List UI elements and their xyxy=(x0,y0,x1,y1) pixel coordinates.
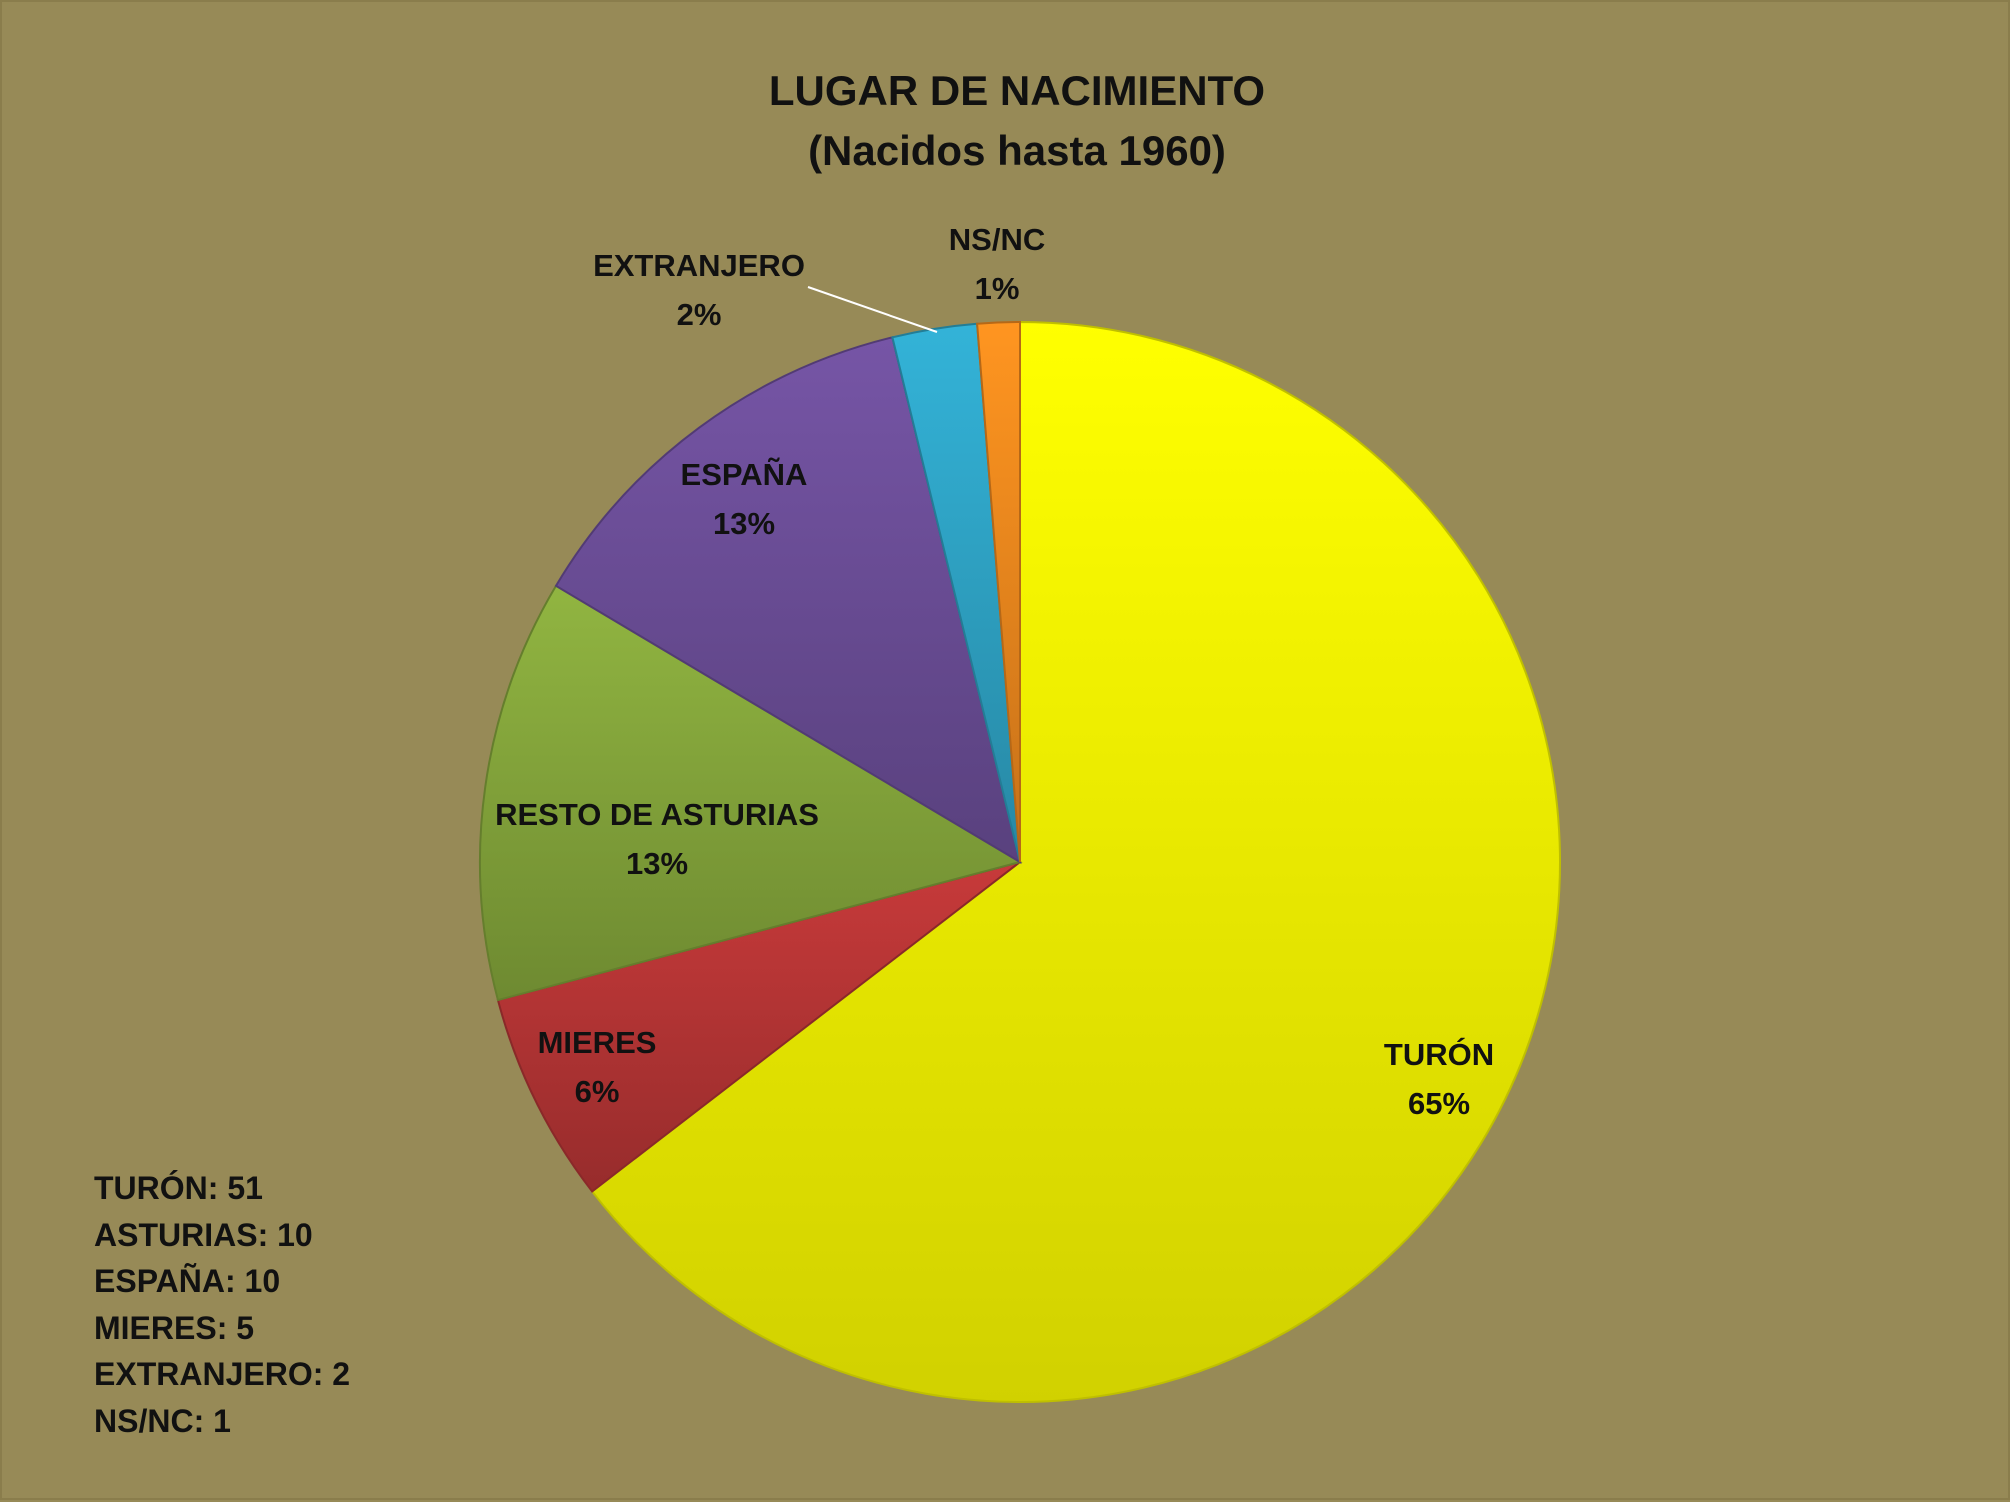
slice-label-turon: TURÓN xyxy=(1384,1036,1494,1072)
pie-slice-turon xyxy=(590,320,1561,1403)
slice-label-extranjero: EXTRANJERO xyxy=(593,248,805,283)
chart-title: LUGAR DE NACIMIENTO xyxy=(769,67,1265,114)
slice-percent-turon: 65% xyxy=(1408,1086,1470,1121)
slice-label-espana: ESPAÑA xyxy=(681,457,808,492)
slice-percent-extranjero: 2% xyxy=(677,297,722,332)
slice-label-ns-nc: NS/NC xyxy=(949,222,1045,257)
pie-slices xyxy=(479,320,1561,1403)
slice-percent-resto-de-asturias: 13% xyxy=(626,846,688,881)
slice-percent-mieres: 6% xyxy=(575,1074,620,1109)
extranjero-leader-line xyxy=(807,286,938,333)
pie-slice-resto-de-asturias xyxy=(479,584,1023,1002)
summary-line-nsnc: NS/NC: 1 xyxy=(94,1402,231,1439)
slice-label-resto-de-asturias: RESTO DE ASTURIAS xyxy=(495,797,819,832)
summary-line-turon: TURÓN: 51 xyxy=(94,1170,263,1206)
summary-line-espana: ESPAÑA: 10 xyxy=(94,1263,281,1299)
summary-line-mieres: MIERES: 5 xyxy=(94,1309,255,1346)
chart-subtitle: (Nacidos hasta 1960) xyxy=(808,127,1226,174)
summary-line-asturias: ASTURIAS: 10 xyxy=(94,1216,313,1253)
summary-line-extranjero: EXTRANJERO: 2 xyxy=(94,1356,351,1392)
slice-label-mieres: MIERES xyxy=(538,1025,657,1060)
slice-percent-espana: 13% xyxy=(713,506,775,541)
slice-percent-ns-nc: 1% xyxy=(975,271,1020,306)
summary-list: TURÓN: 51 ASTURIAS: 10 ESPAÑA: 10 MIERES… xyxy=(94,1165,350,1444)
pie-slice-espana xyxy=(554,336,1022,865)
pie-slice-ns-nc xyxy=(976,320,1021,863)
pie-slice-mieres xyxy=(496,861,1021,1193)
slice-labels: TURÓN 65% MIERES 6% RESTO DE ASTURIAS 13% ESPA… xyxy=(495,222,1494,1121)
